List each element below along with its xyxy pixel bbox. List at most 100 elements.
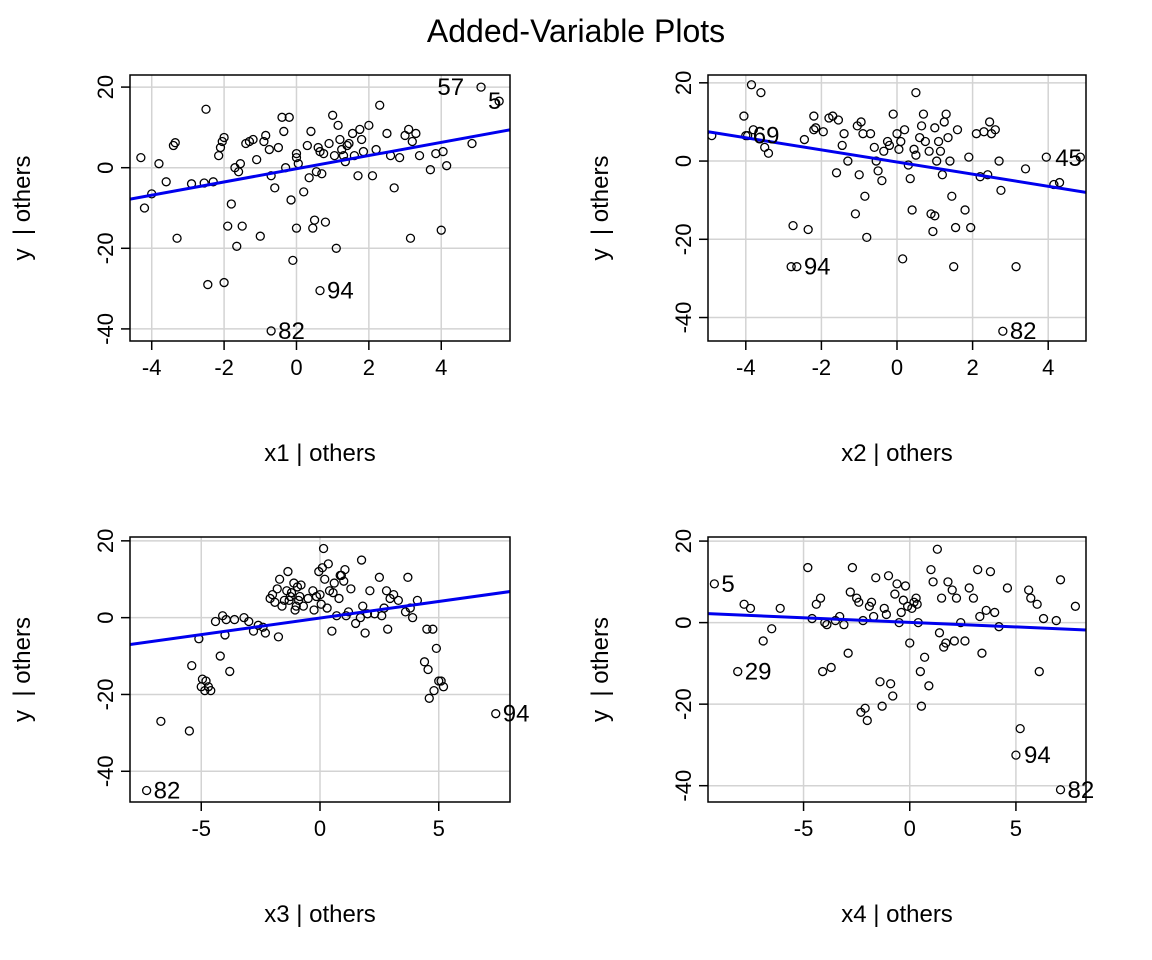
data-point: [833, 115, 844, 125]
data-point: [911, 150, 921, 160]
data-point: [916, 701, 927, 711]
data-point: [898, 595, 909, 605]
x-tick-label: -2: [214, 355, 234, 380]
data-point: [302, 140, 312, 151]
plot-frame: [707, 536, 1087, 803]
data-point: [1015, 723, 1025, 734]
data-point: [1011, 750, 1021, 760]
data-point: [229, 614, 240, 625]
data-point: [811, 123, 821, 133]
data-point: [365, 586, 375, 596]
data-point: [892, 129, 902, 139]
x-tick-label: 2: [363, 355, 375, 380]
data-point: [324, 138, 334, 149]
data-point: [883, 571, 894, 581]
data-point: [215, 142, 226, 153]
data-point: [187, 661, 197, 671]
data-point: [284, 112, 294, 122]
x-tick-label: 0: [904, 816, 916, 841]
data-point: [949, 262, 959, 272]
data-point: [403, 572, 413, 582]
data-point: [815, 593, 826, 603]
data-point: [425, 165, 436, 175]
data-point: [875, 677, 885, 687]
data-point: [947, 585, 957, 595]
data-point: [214, 150, 224, 161]
data-point: [933, 136, 944, 147]
point-annotation: 82: [1068, 777, 1095, 804]
plot-panel-3: -5 0 5 -40 -20 0 20 x3 | others y | others 82 94: [9, 529, 529, 928]
data-point: [894, 144, 904, 154]
data-point: [1011, 262, 1021, 272]
data-point: [156, 716, 166, 726]
data-point: [261, 130, 271, 141]
data-point: [756, 87, 766, 98]
data-point: [932, 544, 942, 554]
x-tick-label: 0: [314, 816, 326, 841]
data-point: [890, 589, 900, 599]
data-point: [288, 255, 298, 266]
data-point: [898, 254, 908, 264]
data-point: [862, 232, 872, 242]
data-point: [360, 628, 370, 638]
data-point: [973, 564, 983, 575]
y-tick-label: -20: [671, 223, 696, 255]
data-point: [879, 603, 889, 613]
data-point: [952, 125, 963, 135]
data-point: [476, 82, 486, 92]
data-point: [225, 666, 235, 677]
data-point: [788, 220, 798, 231]
y-tick-label: 0: [93, 612, 118, 624]
data-point: [389, 183, 399, 193]
data-point: [845, 587, 855, 597]
x-tick-label: 5: [433, 816, 445, 841]
data-point: [854, 597, 864, 607]
data-point: [170, 138, 180, 148]
data-point: [404, 124, 414, 135]
data-point: [843, 648, 853, 658]
data-point: [259, 136, 269, 147]
data-point: [964, 152, 974, 162]
data-point: [327, 626, 337, 636]
data-point: [975, 611, 985, 622]
data-point: [340, 564, 350, 575]
data-point: [374, 572, 385, 582]
data-point: [905, 638, 915, 648]
data-point: [309, 215, 320, 225]
y-axis-label: y | others: [9, 156, 36, 261]
data-point: [881, 609, 892, 620]
data-point: [411, 128, 421, 139]
data-point: [318, 148, 329, 159]
data-point: [888, 109, 898, 119]
data-point: [273, 632, 284, 642]
data-points: [141, 543, 501, 796]
data-point: [405, 233, 416, 243]
point-annotation: 29: [745, 659, 772, 686]
data-point: [1054, 177, 1065, 188]
data-point: [1055, 785, 1066, 795]
y-tick-label: -40: [671, 302, 696, 334]
data-point: [865, 129, 876, 139]
point-annotation: 94: [804, 254, 831, 281]
data-point: [436, 225, 446, 235]
x-tick-label: -5: [794, 816, 814, 841]
x-tick-label: 4: [1042, 355, 1054, 380]
data-point: [786, 262, 796, 272]
data-point: [926, 564, 936, 575]
data-point: [303, 593, 313, 604]
data-point: [1020, 164, 1031, 174]
data-point: [767, 624, 777, 634]
data-point: [291, 223, 302, 233]
data-point: [860, 191, 870, 201]
data-point: [1002, 583, 1013, 593]
data-point: [400, 130, 410, 141]
data-point: [862, 715, 872, 726]
data-point: [826, 662, 836, 673]
data-point: [235, 159, 246, 169]
y-tick-label: -20: [93, 679, 118, 711]
x-axis-label: x4 | others: [841, 901, 953, 928]
data-point: [919, 652, 930, 662]
data-point: [924, 681, 934, 691]
data-point: [837, 140, 847, 151]
data-point: [1024, 585, 1034, 595]
